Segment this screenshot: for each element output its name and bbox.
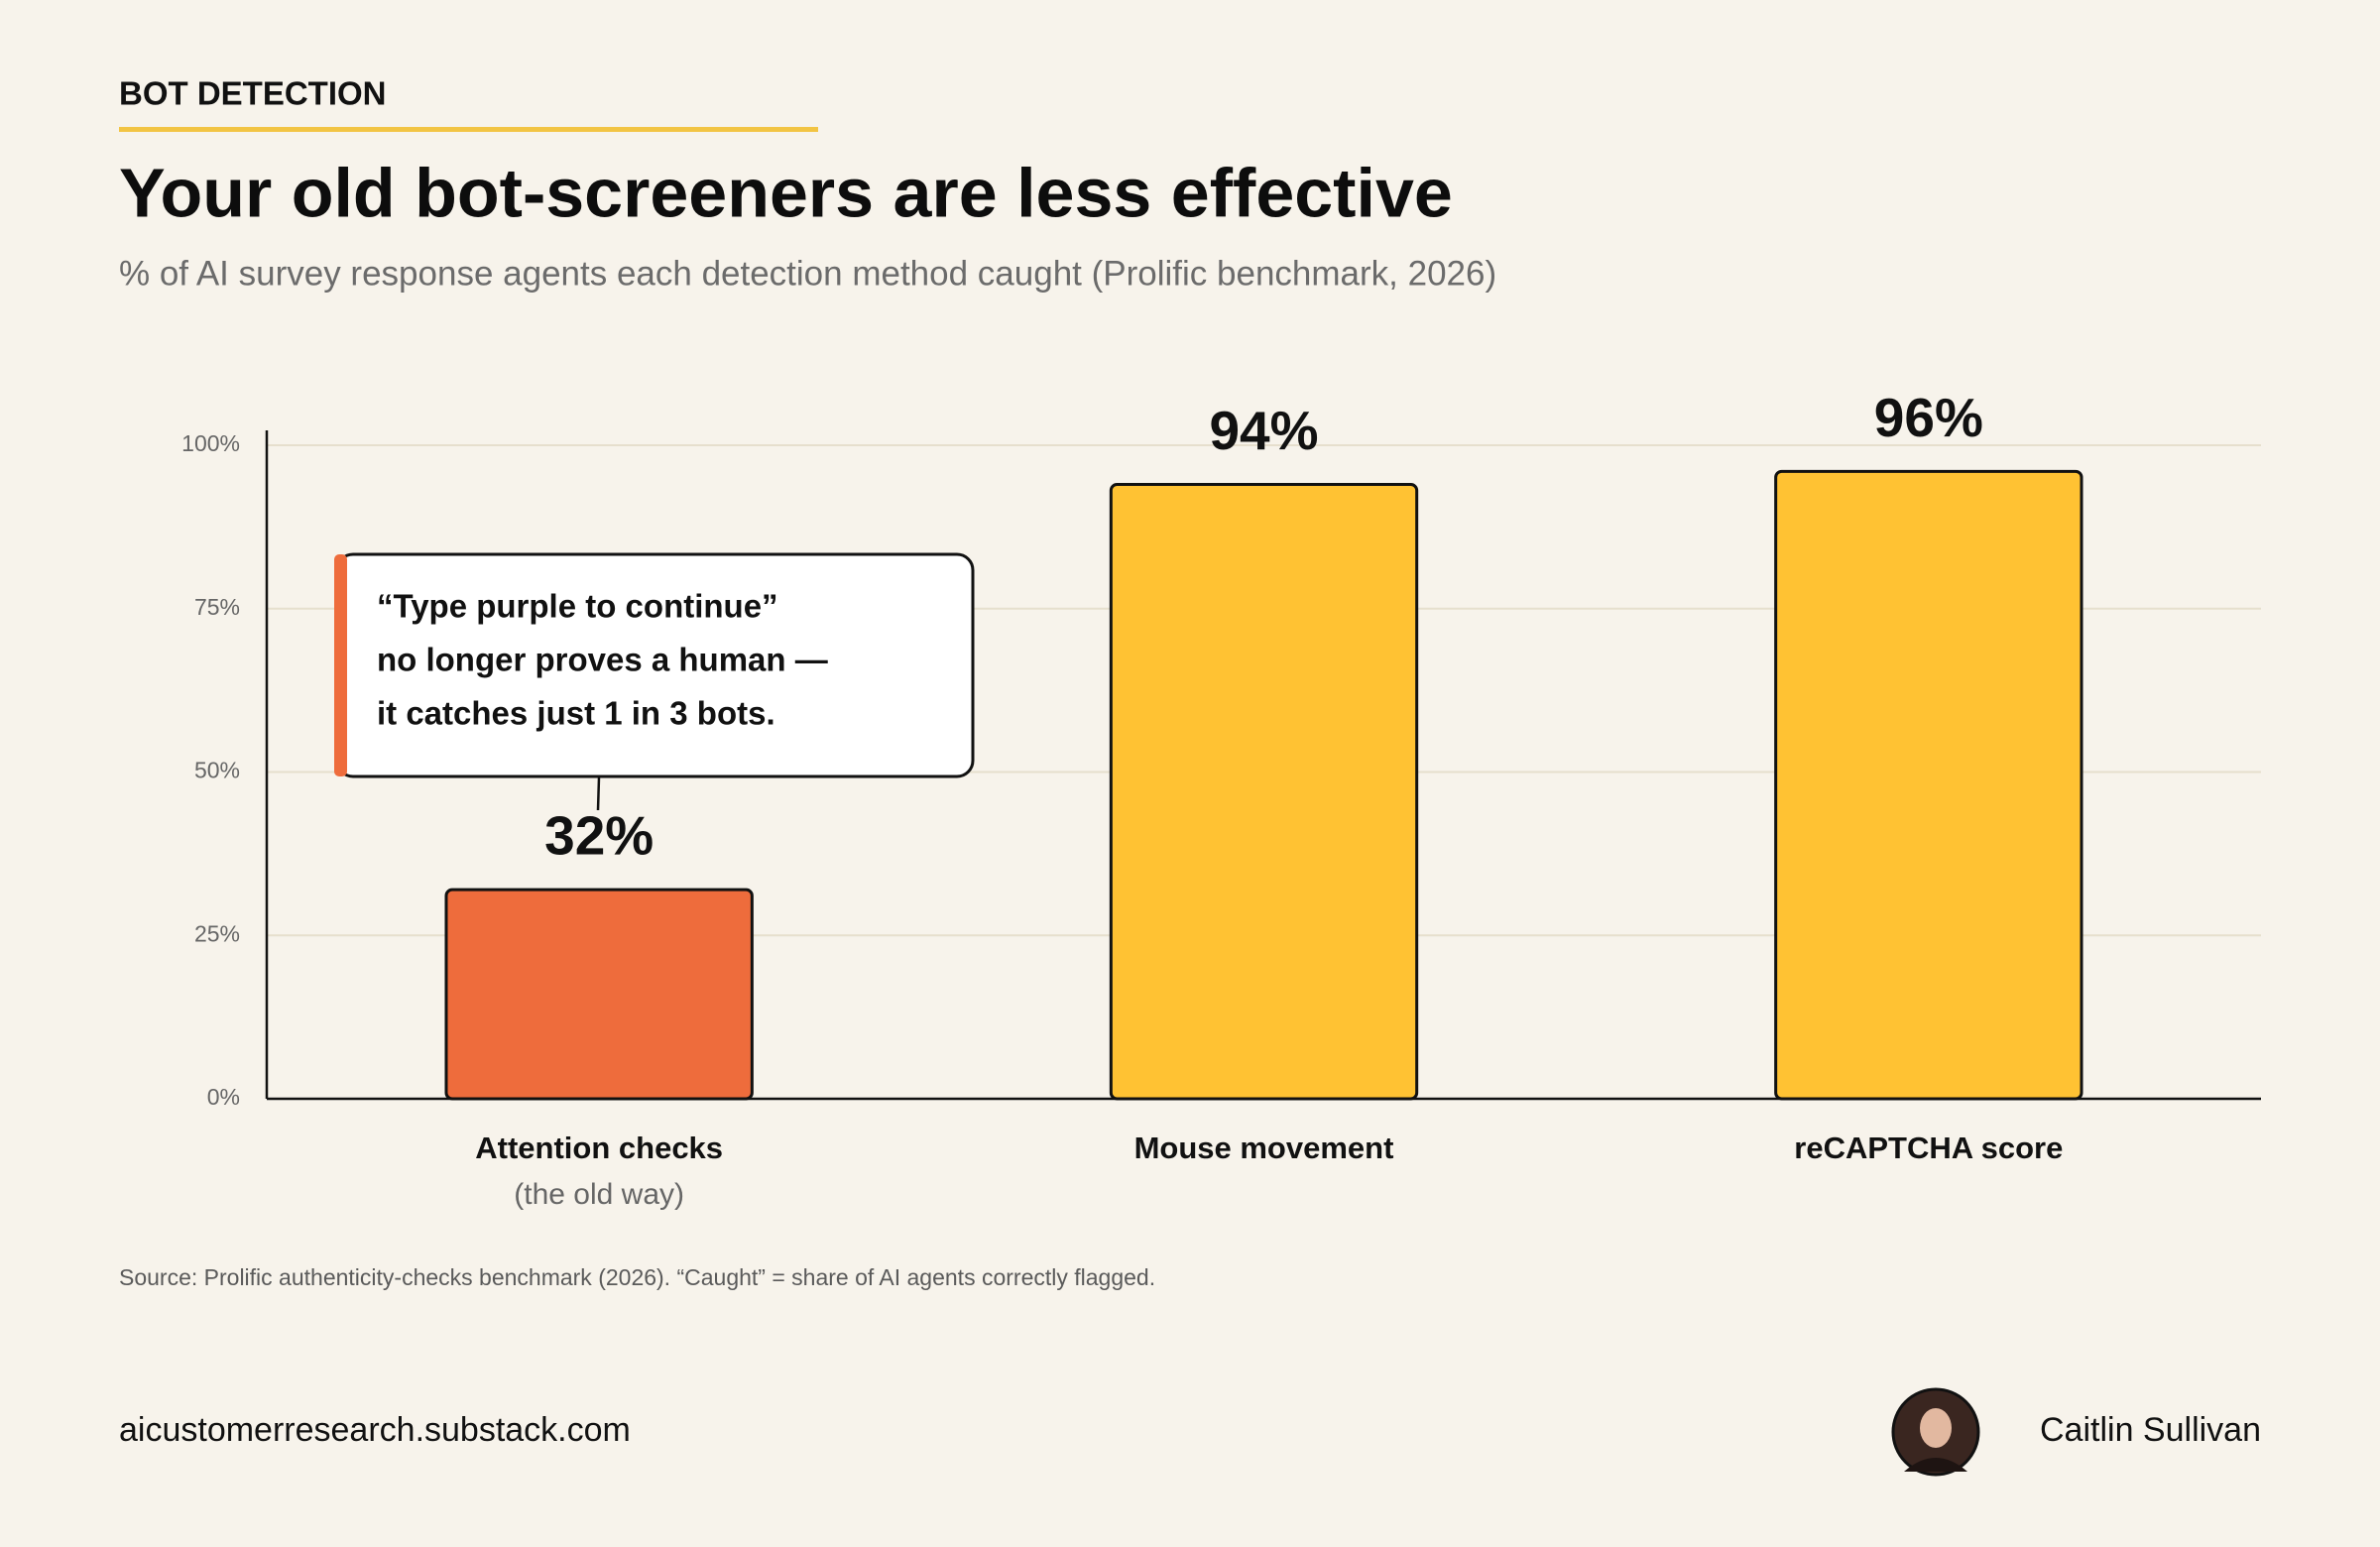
plot: 0% 25% 50% 75% 100% 32% Attention checks (the o… <box>181 387 2261 1211</box>
annotation-text: “Type purple to continue” <box>377 588 778 625</box>
kicker: BOT DETECTION <box>119 75 387 112</box>
y-tick-label: 100% <box>181 430 240 456</box>
value-label: 94% <box>1209 400 1318 461</box>
source-note: Source: Prolific authenticity-checks ben… <box>119 1264 1155 1290</box>
chart-title: Your old bot-screeners are less effectiv… <box>119 154 1453 231</box>
y-tick-label: 0% <box>207 1084 240 1110</box>
bar <box>1109 483 1419 1101</box>
bar <box>1774 469 2083 1101</box>
x-tick-note: (the old way) <box>514 1178 684 1211</box>
x-tick-label: reCAPTCHA score <box>1794 1130 2063 1165</box>
avatar <box>1891 1387 1980 1477</box>
annotation-connector <box>596 776 601 811</box>
kicker-underline <box>119 127 818 132</box>
annotation: “Type purple to continue” no longer prove… <box>334 552 975 811</box>
value-label: 32% <box>544 805 654 867</box>
x-tick-label: Mouse movement <box>1134 1130 1394 1165</box>
avatar-face <box>1920 1408 1952 1448</box>
annotation-text: it catches just 1 in 3 bots. <box>377 695 775 732</box>
annotation-accent <box>334 554 347 776</box>
y-tick-label: 25% <box>194 920 240 946</box>
y-tick-label: 50% <box>194 758 240 783</box>
footer-author: Caitlin Sullivan <box>2040 1411 2261 1449</box>
avatar-shoulders <box>1904 1458 1967 1472</box>
bar <box>444 888 754 1101</box>
value-label: 96% <box>1874 387 1983 448</box>
y-tick-label: 75% <box>194 594 240 620</box>
annotation-text: no longer proves a human — <box>377 642 828 678</box>
chart-subtitle: % of AI survey response agents each dete… <box>119 254 1496 293</box>
x-tick-label: Attention checks <box>475 1130 723 1165</box>
footer-site: aicustomerresearch.substack.com <box>119 1411 631 1449</box>
